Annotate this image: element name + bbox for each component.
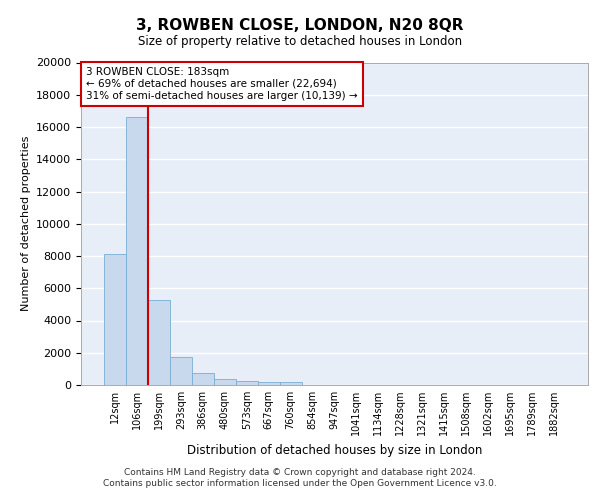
Text: 3, ROWBEN CLOSE, LONDON, N20 8QR: 3, ROWBEN CLOSE, LONDON, N20 8QR	[136, 18, 464, 32]
X-axis label: Distribution of detached houses by size in London: Distribution of detached houses by size …	[187, 444, 482, 456]
Text: Size of property relative to detached houses in London: Size of property relative to detached ho…	[138, 35, 462, 48]
Bar	[126, 118, 148, 385]
Bar	[170, 357, 192, 385]
Bar	[280, 382, 302, 385]
Text: Contains HM Land Registry data © Crown copyright and database right 2024.
Contai: Contains HM Land Registry data © Crown c…	[103, 468, 497, 487]
Bar	[257, 382, 280, 385]
Y-axis label: Number of detached properties: Number of detached properties	[20, 136, 31, 312]
Bar	[104, 254, 126, 385]
Text: 3 ROWBEN CLOSE: 183sqm
← 69% of detached houses are smaller (22,694)
31% of semi: 3 ROWBEN CLOSE: 183sqm ← 69% of detached…	[86, 68, 358, 100]
Bar	[192, 373, 214, 385]
Bar	[214, 380, 236, 385]
Bar	[236, 380, 257, 385]
Bar	[148, 300, 170, 385]
